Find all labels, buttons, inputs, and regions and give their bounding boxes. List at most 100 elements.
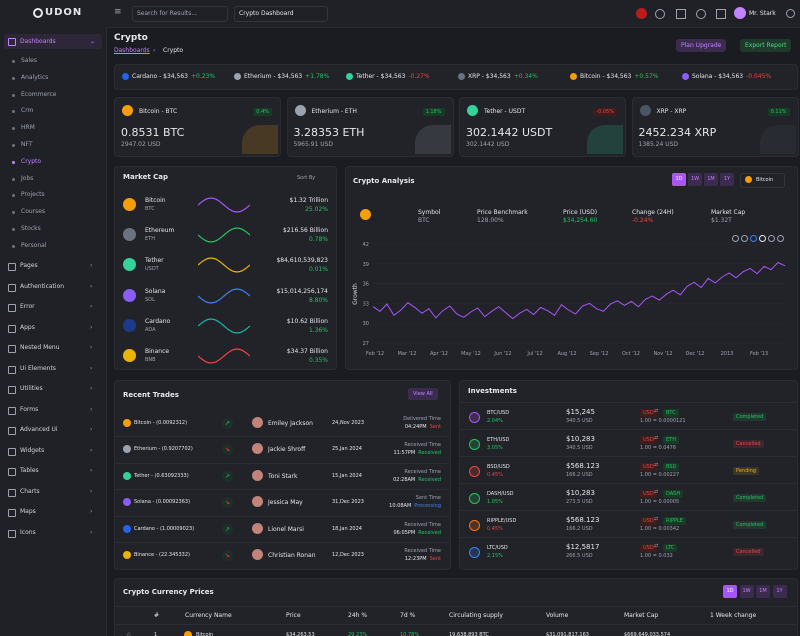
coin-card [286,97,454,157]
toolbar-icon[interactable] [777,235,784,242]
range-button[interactable]: 1M [756,585,770,598]
toolbar-icon[interactable] [759,235,766,242]
trade-user: Jessica May [268,499,303,507]
menu-item[interactable]: Dashboards [20,38,56,45]
menu-item[interactable]: Maps [20,508,36,515]
coin-icon [123,349,136,362]
menu-item[interactable]: Ui Elements [20,364,56,372]
settings-icon[interactable] [786,9,795,18]
range-button[interactable]: 1Y [772,585,787,598]
settings-icon[interactable] [655,9,665,19]
ticker-change: +0.23% [190,73,216,80]
submenu-item[interactable]: Jobs [21,174,34,182]
trade-status: Processing [414,503,441,510]
menu-item[interactable]: Authentication [20,282,65,290]
coin-usd: 1385.24 USD [638,141,679,148]
coin-icon [123,445,131,454]
trade-status: Received [418,529,441,536]
menu-toggle[interactable]: ≡ [114,7,122,17]
avatar[interactable] [734,7,746,19]
chevron: › [90,508,93,515]
submenu-item[interactable]: HRM [21,124,35,132]
ticker-label: Tether - $34,563 [356,73,406,80]
menu-item[interactable]: Tables [20,467,39,474]
range-button[interactable]: 1M [704,173,718,186]
button[interactable]: Export Report [740,39,792,52]
price: $15,245 [566,408,595,416]
menu-item[interactable]: Icons [20,528,36,536]
coin-select[interactable] [740,173,785,188]
button[interactable]: Plan Upgrade [676,39,727,52]
range-button[interactable]: 1W [739,585,754,598]
menu-icon [8,365,16,374]
breadcrumb-link[interactable]: Dashboards [114,47,150,54]
analysis-card [345,166,798,370]
submenu-item[interactable]: Analytics [21,73,49,81]
submenu-item[interactable]: Crypto [21,157,42,165]
toolbar-icon[interactable] [741,235,748,242]
coin-usd: 5965.91 USD [293,141,334,148]
dashboard-select[interactable] [234,6,328,22]
submenu-item[interactable]: Stocks [21,225,41,232]
range-button[interactable]: 1D [672,173,686,186]
toolbar-icon[interactable] [750,235,757,242]
trade-time: 11:57PM [393,450,416,457]
coin-icon [123,498,131,507]
chevron: › [90,446,93,454]
menu-item[interactable]: Apps [20,323,35,331]
submenu-item[interactable]: NFT [21,141,33,148]
submenu-item[interactable]: Courses [21,208,46,216]
menu-item[interactable]: Forms [20,405,39,413]
menu-item[interactable]: Advanced Ui [20,426,58,433]
table-cell: $34,263.53 [286,632,315,636]
coin-name: Tether [145,257,164,265]
cart-icon[interactable] [676,9,686,19]
card-title: Crypto Analysis [353,177,415,185]
range-button[interactable]: 1W [688,173,702,186]
fullscreen-icon[interactable] [716,9,726,19]
to-badge: ETH [663,436,679,444]
submenu-item[interactable]: Personal [21,241,47,249]
menu-item[interactable]: Pages [20,262,38,269]
coin-usd: 302.1442 USD [466,141,510,148]
from-badge: USD [640,409,657,417]
range-button[interactable]: 1Y [720,173,734,186]
trade-coin: Cardano - (1.00009023) [134,525,195,532]
submenu-item[interactable]: Crm [21,107,34,115]
coin-icon [469,412,480,423]
coin-icon [346,73,353,80]
toolbar-icon[interactable] [768,235,775,242]
active-menu-bg[interactable] [4,34,102,49]
menu-item[interactable]: Utilities [20,385,43,392]
menu-item[interactable]: Charts [20,487,40,495]
submenu-item[interactable]: Sales [21,57,37,64]
trade-coin: Bitcoin - (0.0092312) [134,420,188,426]
menu-item[interactable]: Nested Menu [20,344,60,351]
coin-symbol: SOL [145,296,155,303]
row-divider [114,624,796,625]
trade-date: 12,Dec 2023 [332,552,364,558]
toolbar-icon[interactable] [732,235,739,242]
coin-icon [234,73,241,80]
x-tick-label: Aug '12 [557,351,576,357]
flag[interactable] [636,8,647,19]
range-button[interactable]: 1D [723,585,737,598]
coin-amount: 2452.234 XRP [638,126,717,139]
coin-icon [123,318,136,332]
coin-symbol: ETH [145,236,155,243]
from-badge: USD [640,463,657,471]
stat-value: BTC [418,217,430,224]
table-header: 1 Week change [710,612,757,619]
menu-item[interactable]: Widgets [20,446,45,454]
menu-item[interactable]: Error [20,303,35,310]
sort-button[interactable]: Sort By [297,175,316,181]
submenu-item[interactable]: Ecommerce [21,90,57,98]
notification-icon[interactable] [696,9,706,19]
coin-symbol: BTC [145,206,155,212]
view-all-button[interactable]: View All [408,388,438,400]
search-box[interactable] [132,6,228,22]
submenu-item[interactable]: Projects [21,191,45,199]
menu-icon [8,283,16,292]
swap-icon: ⇄ [654,408,659,414]
